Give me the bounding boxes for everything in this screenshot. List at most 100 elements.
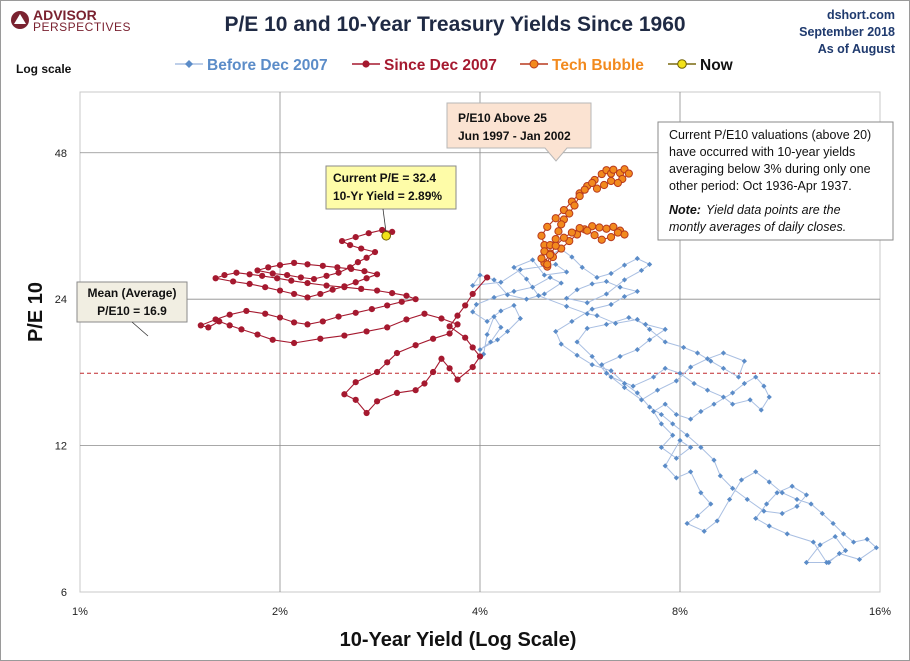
data-point bbox=[473, 301, 479, 308]
data-point bbox=[584, 300, 590, 306]
data-point bbox=[238, 326, 245, 333]
data-point bbox=[454, 312, 461, 319]
data-point bbox=[323, 272, 330, 279]
data-point bbox=[373, 368, 381, 376]
data-point bbox=[530, 284, 536, 290]
x-tick-label: 16% bbox=[869, 606, 891, 618]
data-point bbox=[276, 262, 284, 269]
data-point bbox=[592, 184, 602, 193]
data-point bbox=[714, 518, 720, 524]
data-point bbox=[393, 389, 401, 396]
data-point bbox=[412, 342, 419, 349]
mean-callout-line1: Mean (Average) bbox=[88, 286, 177, 300]
data-point bbox=[711, 457, 717, 463]
data-point bbox=[741, 380, 747, 387]
data-point bbox=[446, 323, 453, 330]
data-point bbox=[658, 421, 664, 427]
data-point bbox=[341, 391, 348, 398]
data-point bbox=[335, 269, 342, 276]
legend-item-now: Now bbox=[668, 57, 734, 74]
data-point bbox=[363, 275, 370, 282]
data-point bbox=[634, 390, 640, 396]
data-point bbox=[779, 490, 785, 496]
data-point bbox=[551, 241, 560, 250]
data-point bbox=[763, 501, 770, 507]
data-point bbox=[589, 281, 595, 287]
source-label: dshort.com bbox=[827, 8, 895, 22]
data-point bbox=[569, 254, 575, 260]
data-point bbox=[498, 308, 504, 314]
data-point bbox=[608, 270, 614, 277]
data-point bbox=[774, 490, 780, 496]
asof-label: As of August bbox=[818, 42, 896, 56]
data-point bbox=[430, 368, 437, 376]
data-point bbox=[317, 290, 324, 298]
data-point bbox=[589, 362, 595, 368]
mean-callout-line2: P/E10 = 16.9 bbox=[97, 304, 167, 318]
data-point bbox=[817, 542, 823, 548]
data-point bbox=[511, 264, 517, 270]
data-point bbox=[352, 396, 359, 403]
data-point bbox=[579, 264, 585, 270]
data-point bbox=[766, 523, 772, 529]
legend-label-now: Now bbox=[700, 57, 734, 74]
data-point bbox=[517, 267, 523, 273]
note-italic1: Yield data points are the bbox=[706, 203, 841, 217]
data-point bbox=[638, 397, 645, 403]
data-point bbox=[504, 328, 511, 335]
data-point bbox=[603, 370, 610, 376]
data-point bbox=[864, 536, 870, 542]
data-point bbox=[738, 477, 745, 483]
data-point bbox=[541, 272, 547, 278]
data-point bbox=[588, 178, 597, 188]
data-point bbox=[226, 311, 233, 318]
data-point bbox=[352, 279, 359, 286]
data-point bbox=[304, 321, 311, 328]
data-point bbox=[269, 270, 276, 277]
legend-item-before: Before Dec 2007 bbox=[175, 57, 328, 74]
data-point bbox=[761, 508, 767, 514]
data-point bbox=[608, 374, 614, 380]
data-point bbox=[477, 347, 483, 353]
data-point bbox=[621, 293, 628, 300]
data-point bbox=[688, 444, 694, 450]
data-point bbox=[438, 315, 445, 322]
data-point bbox=[563, 303, 570, 309]
series-group bbox=[197, 165, 879, 566]
data-point bbox=[677, 437, 683, 443]
logo-line2: PERSPECTIVES bbox=[33, 20, 131, 34]
data-point bbox=[642, 321, 649, 327]
data-point bbox=[584, 311, 590, 317]
data-point bbox=[590, 231, 599, 240]
note-line2: have occurred with 10-year yields bbox=[669, 145, 855, 159]
data-point bbox=[575, 224, 584, 233]
data-point bbox=[259, 272, 266, 279]
data-point bbox=[617, 353, 623, 360]
legend-label-tech: Tech Bubble bbox=[552, 57, 644, 74]
data-point bbox=[758, 407, 764, 413]
data-point bbox=[613, 320, 619, 326]
data-point bbox=[379, 226, 386, 234]
data-point bbox=[547, 274, 553, 281]
data-point bbox=[363, 328, 370, 335]
data-point bbox=[365, 230, 372, 237]
data-point bbox=[784, 531, 790, 537]
data-point bbox=[543, 222, 552, 231]
data-point bbox=[850, 539, 857, 545]
data-point bbox=[646, 337, 653, 343]
data-point bbox=[559, 233, 569, 242]
data-point bbox=[226, 322, 233, 329]
data-point bbox=[658, 444, 664, 450]
svg-text:Note:Yield data points are the: Note: Yield data points are the bbox=[669, 203, 841, 217]
note-line3: averaging below 3% during only one bbox=[669, 162, 871, 176]
data-point bbox=[608, 368, 614, 374]
data-point bbox=[498, 324, 504, 330]
data-point bbox=[830, 520, 836, 527]
data-point bbox=[575, 191, 584, 201]
data-point bbox=[824, 559, 830, 566]
data-point bbox=[574, 339, 580, 345]
note-box: Current P/E10 valuations (above 20) have… bbox=[657, 121, 894, 241]
data-point bbox=[621, 262, 628, 268]
data-point bbox=[462, 302, 469, 309]
data-point bbox=[484, 331, 490, 338]
